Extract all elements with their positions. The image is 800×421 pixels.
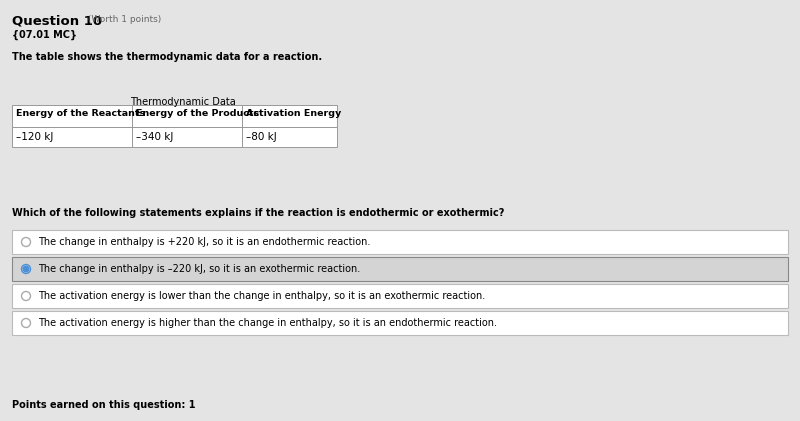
Text: Activation Energy: Activation Energy: [246, 109, 342, 118]
Text: Energy of the Reactants: Energy of the Reactants: [16, 109, 145, 118]
Bar: [12, 257, 788, 281]
Text: The change in enthalpy is +220 kJ, so it is an endothermic reaction.: The change in enthalpy is +220 kJ, so it…: [38, 237, 370, 247]
Text: The activation energy is higher than the change in enthalpy, so it is an endothe: The activation energy is higher than the…: [38, 318, 497, 328]
Bar: [12, 284, 788, 308]
Text: Question 10: Question 10: [12, 14, 102, 27]
Bar: [132, 127, 242, 147]
Text: Which of the following statements explains if the reaction is endothermic or exo: Which of the following statements explai…: [12, 208, 504, 218]
Text: The change in enthalpy is –220 kJ, so it is an exothermic reaction.: The change in enthalpy is –220 kJ, so it…: [38, 264, 360, 274]
Bar: [242, 127, 337, 147]
Bar: [12, 230, 788, 254]
Text: Energy of the Products: Energy of the Products: [136, 109, 259, 118]
Bar: [12, 127, 132, 147]
Text: Thermodynamic Data: Thermodynamic Data: [130, 97, 236, 107]
Bar: [12, 311, 788, 335]
Text: –120 kJ: –120 kJ: [16, 132, 54, 142]
Bar: [242, 105, 337, 127]
Text: The table shows the thermodynamic data for a reaction.: The table shows the thermodynamic data f…: [12, 52, 322, 62]
Text: The activation energy is lower than the change in enthalpy, so it is an exotherm: The activation energy is lower than the …: [38, 291, 486, 301]
Text: –80 kJ: –80 kJ: [246, 132, 277, 142]
Text: {07.01 MC}: {07.01 MC}: [12, 30, 77, 40]
Bar: [132, 105, 242, 127]
Circle shape: [23, 266, 29, 272]
Bar: [12, 105, 132, 127]
Text: –340 kJ: –340 kJ: [136, 132, 174, 142]
Text: Points earned on this question: 1: Points earned on this question: 1: [12, 400, 195, 410]
Text: (Worth 1 points): (Worth 1 points): [85, 15, 162, 24]
